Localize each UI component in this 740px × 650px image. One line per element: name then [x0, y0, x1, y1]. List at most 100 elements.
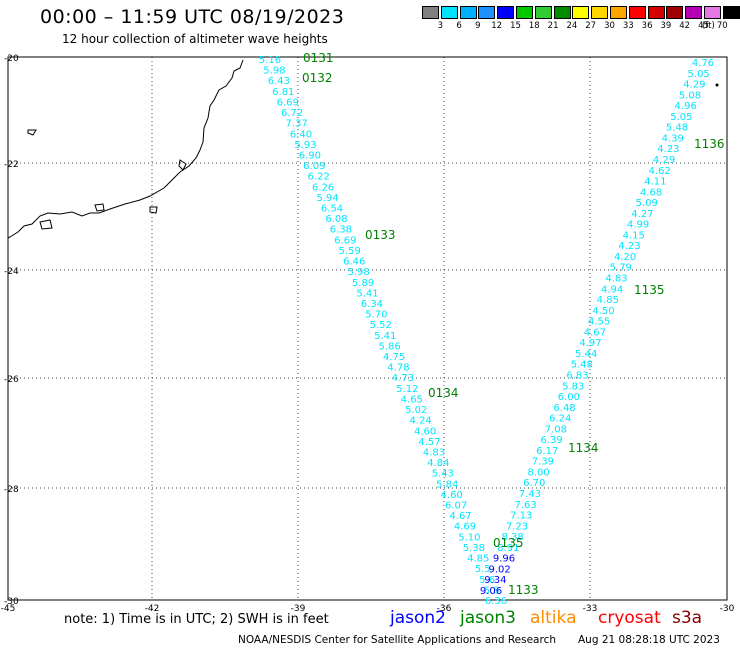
scale-label: 45 [698, 21, 709, 31]
pass-time-label: 1134 [568, 441, 599, 455]
pass-time-label: 1136 [694, 137, 725, 151]
wave-height-value: 4.29 [683, 80, 705, 91]
wave-height-value: 8.91 [497, 543, 519, 554]
wave-height-value: 6.69 [334, 235, 356, 246]
scale-label: 39 [660, 21, 672, 31]
legend-note: note: 1) Time is in UTC; 2) SWH is in fe… [64, 612, 329, 627]
legend-altika: altika [530, 608, 577, 628]
lon-label: -36 [437, 604, 452, 614]
lat-label: -28 [4, 485, 19, 495]
wave-height-value: 6.24 [549, 414, 571, 425]
wave-height-value: 6.26 [312, 182, 334, 193]
wave-height-value: 6.69 [277, 97, 299, 108]
scale-swatch [647, 6, 665, 19]
wave-height-value: 4.39 [662, 133, 684, 144]
wave-height-value: 5.52 [370, 320, 392, 331]
footer-credit: NOAA/NESDIS Center for Satellite Applica… [238, 634, 556, 646]
wave-height-value: 7.13 [510, 511, 532, 522]
scale-label: 6 [456, 21, 462, 31]
coast-detail [39, 219, 53, 230]
footer-timestamp: Aug 21 08:28:18 UTC 2023 [578, 634, 720, 646]
wave-height-value: 6.00 [558, 392, 580, 403]
wave-height-value: 4.29 [653, 155, 675, 166]
scale-label: 42 [679, 21, 691, 31]
wave-height-value: 5.8 [484, 585, 500, 596]
wave-height-value: 6.48 [553, 403, 575, 414]
wave-height-value: 4.60 [414, 426, 436, 437]
pass-time-label: 0133 [365, 228, 396, 242]
wave-height-value: 4.23 [618, 241, 640, 252]
lon-label: -39 [291, 604, 306, 614]
scale-swatch [553, 6, 571, 19]
lat-label: -22 [4, 160, 19, 170]
wave-height-value: 6.72 [281, 108, 303, 119]
wave-height-value: 7.37 [285, 119, 307, 130]
wave-height-value: 5.79 [610, 263, 632, 274]
wave-height-value: 8.00 [527, 467, 549, 478]
scale-label: 36 [641, 21, 653, 31]
wave-height-value: 5.43 [432, 469, 454, 480]
wave-height-value: 6.34 [361, 299, 383, 310]
wave-height-value: 6.08 [325, 214, 347, 225]
wave-height-value: 4.97 [579, 338, 601, 349]
scale-swatch [591, 6, 609, 19]
wave-height-value: 4.55 [588, 317, 610, 328]
map-title: 00:00 – 11:59 UTC 08/19/2023 [40, 6, 345, 28]
legend-cryosat: cryosat [598, 608, 661, 628]
coast-detail [178, 159, 187, 171]
axis-labels: -20-22-24-26-28-30-45 -42 -39 -36 -33 -30 [1, 54, 735, 614]
wave-height-value: 4.96 [675, 101, 697, 112]
pass-time-labels: 0131 0132 0133 0134 0135 1133 1134 1135 1136 [302, 51, 725, 597]
lat-label: -26 [4, 375, 19, 385]
coast-detail [149, 206, 158, 214]
wave-height-value: 5.93 [294, 140, 316, 151]
lat-label: -20 [4, 54, 19, 64]
satellite-tracks: 5.165.986.436.816.696.727.376.405.936.90… [259, 55, 714, 607]
wave-height-value: 4.83 [423, 447, 445, 458]
wave-height-value: 7.63 [514, 500, 536, 511]
scale-label: 3 [437, 21, 443, 31]
scale-swatch [628, 6, 646, 19]
wave-height-value: 5.38 [463, 543, 485, 554]
wave-height-value: 4.76 [692, 58, 714, 69]
scale-swatch [478, 6, 496, 19]
coast-detail [27, 129, 37, 136]
scale-swatch [722, 6, 740, 19]
wave-height-value: 5.5 [475, 564, 491, 575]
lon-label: -33 [583, 604, 598, 614]
wave-height-value: 6.07 [445, 501, 467, 512]
wave-height-value: 7.43 [519, 489, 541, 500]
wave-height-value: 5.02 [405, 405, 427, 416]
wave-height-value: 4.85 [597, 295, 619, 306]
wave-height-value: 5.09 [636, 198, 658, 209]
island-dot [715, 83, 719, 87]
wave-height-value: 7.23 [506, 521, 528, 532]
lon-label: -45 [1, 604, 16, 614]
scale-label: 18 [528, 21, 540, 31]
wave-height-value: 4.11 [644, 177, 666, 188]
wave-height-value: 4.27 [631, 209, 653, 220]
wave-height-value: 9.34 [484, 575, 506, 586]
scale-label: 33 [622, 21, 634, 31]
wave-height-value: 4.65 [401, 394, 423, 405]
wave-height-value: 4.23 [657, 144, 679, 155]
coastline [7, 59, 244, 239]
wave-height-value: 5.6 [479, 575, 495, 586]
scale-label: 27 [585, 21, 597, 31]
wave-height-value: 4.24 [410, 416, 432, 427]
wave-height-value: 4.94 [601, 284, 623, 295]
scale-swatch [516, 6, 533, 19]
wave-height-value: 4.50 [592, 306, 614, 317]
scale-swatch [572, 6, 590, 19]
wave-height-value: 4.78 [387, 363, 409, 374]
coast-detail [94, 203, 105, 212]
wave-height-value: 5.44 [575, 349, 597, 360]
wave-height-value: 5.41 [356, 288, 378, 299]
wave-height-value: 6.81 [272, 87, 294, 98]
scale-label: 15 [510, 21, 521, 31]
wave-height-value: 9.96 [493, 554, 515, 565]
wave-height-value: 4.69 [454, 522, 476, 533]
wave-height-value: 5.05 [688, 69, 710, 80]
scale-unit: (ft) [702, 21, 715, 31]
pass-time-label: 0135 [493, 536, 524, 550]
